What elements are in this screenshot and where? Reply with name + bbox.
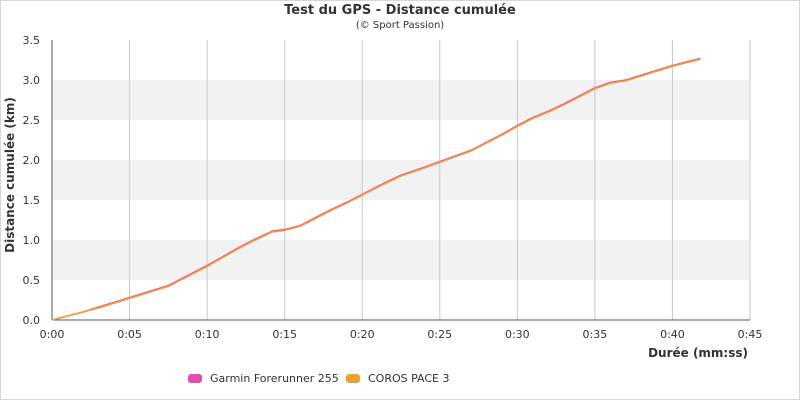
series-line-coros <box>51 58 701 321</box>
grid-band <box>52 240 750 280</box>
x-axis-title: Durée (mm:ss) <box>648 346 748 360</box>
y-tick-label: 2.0 <box>23 154 41 167</box>
y-tick-label: 0.0 <box>23 314 41 327</box>
legend-swatch-garmin <box>188 374 202 383</box>
x-tick-label: 0:30 <box>505 328 530 341</box>
x-tick-label: 0:35 <box>583 328 608 341</box>
legend-item-coros[interactable]: COROS PACE 3 <box>346 372 450 385</box>
y-axis-title: Distance cumulée (km) <box>3 97 17 253</box>
x-tick-label: 0:15 <box>272 328 297 341</box>
x-tick-label: 0:45 <box>738 328 763 341</box>
chart-subtitle: (© Sport Passion) <box>355 20 445 31</box>
x-tick-label: 0:00 <box>40 328 65 341</box>
legend-swatch-coros <box>346 374 360 383</box>
x-tick-label: 0:05 <box>117 328 142 341</box>
y-tick-label: 1.0 <box>23 234 41 247</box>
grid-band <box>52 160 750 200</box>
y-tick-label: 3.5 <box>23 34 41 47</box>
legend-label-garmin: Garmin Forerunner 255 <box>210 372 339 385</box>
x-tick-label: 0:40 <box>660 328 685 341</box>
y-tick-label: 2.5 <box>23 114 41 127</box>
y-tick-label: 3.0 <box>23 74 41 87</box>
y-tick-label: 1.5 <box>23 194 41 207</box>
y-tick-label: 0.5 <box>23 274 41 287</box>
legend-label-coros: COROS PACE 3 <box>368 372 450 385</box>
x-tick-label: 0:25 <box>427 328 452 341</box>
x-tick-label: 0:20 <box>350 328 375 341</box>
legend-item-garmin[interactable]: Garmin Forerunner 255 <box>188 372 339 385</box>
grid-band <box>52 80 750 120</box>
chart-title: Test du GPS - Distance cumulée <box>284 3 516 18</box>
x-tick-label: 0:10 <box>195 328 220 341</box>
legend: Garmin Forerunner 255 COROS PACE 3 <box>0 372 800 386</box>
